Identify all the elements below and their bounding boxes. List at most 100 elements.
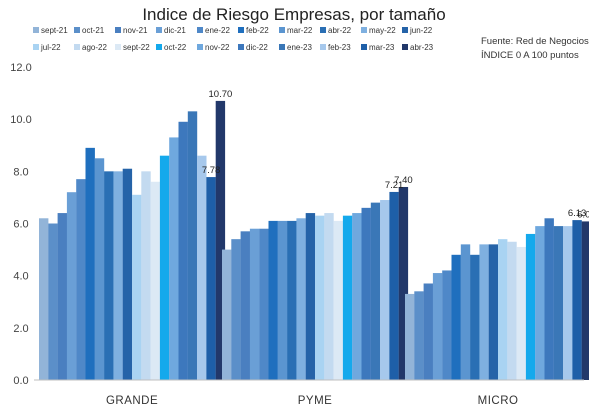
- legend-swatch: [361, 27, 367, 33]
- legend-item-sept-22: sept-22: [115, 43, 150, 52]
- legend-item-feb-22: feb-22: [238, 26, 269, 35]
- legend-swatch: [115, 27, 121, 33]
- bar-abr-22-pyme: [287, 220, 297, 380]
- bar-mar-22-pyme: [277, 220, 288, 380]
- legend-item-abr-23: abr-23: [402, 43, 434, 52]
- bar-abr-22-micro: [470, 254, 480, 380]
- legend-swatch: [156, 44, 162, 50]
- bar-oct-21-micro: [414, 291, 424, 380]
- bar-abr-23-grande: [215, 100, 226, 381]
- legend-swatch: [156, 27, 162, 33]
- bar-oct-21-grande: [48, 223, 58, 380]
- legend-item-nov-21: nov-21: [115, 26, 148, 35]
- bar-may-22-grande: [113, 171, 123, 380]
- bar-ago-22-grande: [141, 171, 151, 380]
- bar-ene-23-micro: [553, 226, 564, 380]
- bar-may-22-pyme: [296, 218, 306, 380]
- bar-dic-21-grande: [66, 192, 77, 380]
- bar-dic-21-micro: [432, 273, 443, 380]
- bar-sept-21-micro: [405, 293, 415, 380]
- bar-feb-22-micro: [451, 254, 461, 380]
- bar-sept-21-grande: [39, 218, 49, 380]
- legend-item-mar-23: mar-23: [361, 43, 395, 52]
- legend-item-abr-22: abr-22: [320, 26, 352, 35]
- legend-swatch: [74, 27, 80, 33]
- bars: [39, 100, 589, 381]
- bar-abr-22-grande: [104, 171, 114, 380]
- legend-swatch: [320, 44, 326, 50]
- legend-swatch: [197, 44, 203, 50]
- legend-label: jul-22: [40, 43, 61, 52]
- bar-mar-22-micro: [460, 244, 471, 380]
- legend-label: dic-21: [164, 26, 186, 35]
- bar-jun-22-grande: [122, 168, 133, 380]
- legend-swatch: [238, 27, 244, 33]
- bar-ene-22-pyme: [259, 228, 269, 380]
- legend-item-feb-23: feb-23: [320, 43, 351, 52]
- legend-item-sept-21: sept-21: [33, 26, 68, 35]
- x-category-label: MICRO: [478, 395, 519, 407]
- legend-swatch: [361, 44, 367, 50]
- bar-nov-21-grande: [57, 213, 67, 380]
- bar-oct-21-pyme: [231, 239, 241, 380]
- bar-ago-22-micro: [507, 241, 517, 380]
- y-tick-label: 4.0: [13, 271, 28, 283]
- legend-swatch: [238, 44, 244, 50]
- legend-label: nov-22: [205, 43, 230, 52]
- legend-item-oct-22: oct-22: [156, 43, 187, 52]
- data-label: 6.08: [577, 209, 589, 220]
- legend-swatch: [197, 27, 203, 33]
- legend-swatch: [279, 27, 285, 33]
- bar-ene-22-micro: [442, 270, 452, 380]
- legend-label: ene-23: [287, 43, 312, 52]
- legend-label: ago-22: [82, 43, 107, 52]
- bar-sept-21-pyme: [222, 249, 232, 380]
- legend-swatch: [115, 44, 121, 50]
- y-tick-label: 8.0: [13, 166, 28, 178]
- legend: sept-21 oct-21 nov-21 dic-21 ene-22 feb-22 mar…: [33, 26, 434, 52]
- data-label: 10.70: [209, 89, 233, 100]
- bar-feb-22-grande: [85, 147, 95, 380]
- legend-label: may-22: [369, 26, 396, 35]
- bar-abr-23-pyme: [398, 186, 409, 380]
- legend-label: sept-22: [123, 43, 150, 52]
- legend-item-ene-22: ene-22: [197, 26, 230, 35]
- legend-label: feb-22: [246, 26, 269, 35]
- legend-label: mar-23: [369, 43, 395, 52]
- x-category-label: GRANDE: [106, 395, 158, 407]
- legend-label: jun-22: [409, 26, 433, 35]
- legend-item-ene-23: ene-23: [279, 43, 312, 52]
- legend-label: oct-22: [164, 43, 187, 52]
- source-line-2: ÍNDICE 0 A 100 puntos: [481, 50, 579, 61]
- legend-label: dic-22: [246, 43, 268, 52]
- legend-item-oct-21: oct-21: [74, 26, 105, 35]
- x-axis: GRANDE PYME MICRO: [34, 379, 584, 407]
- bar-ago-22-pyme: [324, 213, 334, 380]
- bar-feb-23-micro: [563, 226, 573, 380]
- bar-nov-21-micro: [423, 283, 433, 380]
- legend-item-jul-22: jul-22: [33, 43, 61, 52]
- bar-jun-22-micro: [488, 244, 499, 380]
- x-category-label: PYME: [298, 395, 333, 407]
- bar-nov-21-pyme: [240, 231, 250, 380]
- data-label: 7.40: [394, 175, 413, 186]
- legend-label: feb-23: [328, 43, 351, 52]
- y-axis: 0.0 2.0 4.0 6.0 8.0 10.0 12.0: [10, 62, 31, 387]
- bar-ene-23-pyme: [370, 202, 381, 380]
- source-line-1: Fuente: Red de Negocios CCS: [481, 36, 589, 47]
- bar-jul-22-pyme: [315, 215, 325, 380]
- data-label: 6.13: [568, 208, 587, 219]
- bar-sept-22-pyme: [333, 220, 343, 380]
- legend-item-ago-22: ago-22: [74, 43, 107, 52]
- bar-jul-22-micro: [498, 239, 508, 380]
- bar-dic-22-grande: [178, 121, 188, 381]
- legend-item-mar-22: mar-22: [279, 26, 313, 35]
- legend-swatch: [320, 27, 326, 33]
- bar-mar-23-grande: [206, 177, 216, 380]
- legend-item-jun-22: jun-22: [402, 26, 433, 35]
- legend-item-dic-22: dic-22: [238, 43, 268, 52]
- bar-nov-22-micro: [535, 226, 545, 380]
- legend-label: abr-22: [328, 26, 352, 35]
- y-tick-label: 0.0: [13, 375, 28, 387]
